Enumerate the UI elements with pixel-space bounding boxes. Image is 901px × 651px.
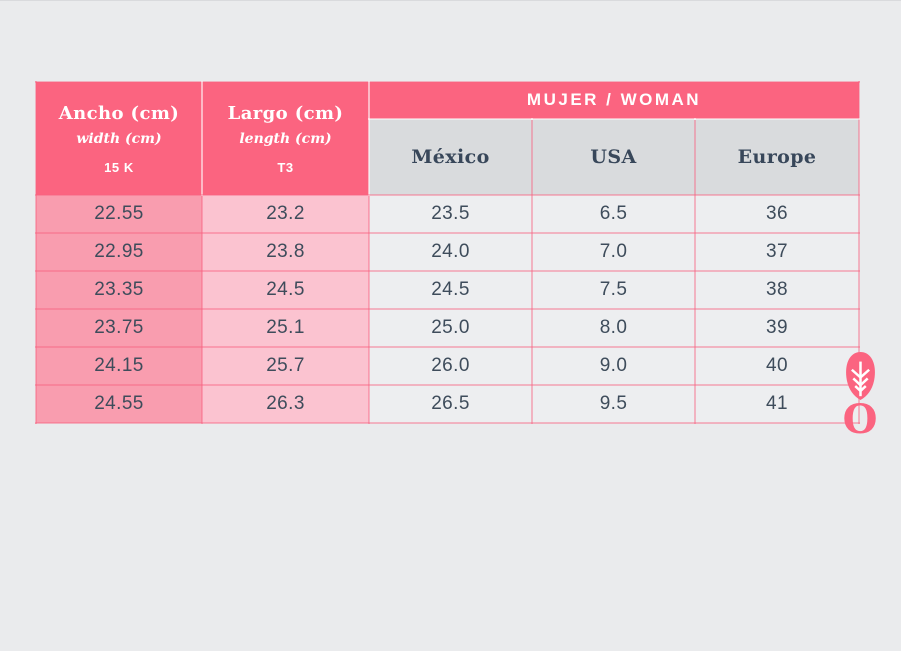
header-ancho: Ancho (cm) width (cm) 15 K: [35, 81, 203, 196]
largo-code: T3: [277, 159, 294, 175]
cell-usa: 6.5: [531, 194, 696, 234]
cell-ancho: 23.35: [35, 270, 203, 310]
size-conversion-table: Ancho (cm) width (cm) 15 K Largo (cm) le…: [35, 81, 861, 424]
size-row: 23.75 25.1 25.0 8.0 39: [35, 308, 861, 348]
size-row: 24.15 25.7 26.0 9.0 40: [35, 346, 861, 386]
cell-usa: 7.0: [531, 232, 696, 272]
cell-largo: 25.7: [201, 346, 370, 386]
cell-ancho: 23.75: [35, 308, 203, 348]
ancho-subtitle: width (cm): [76, 130, 162, 147]
cell-ancho: 22.55: [35, 194, 203, 234]
cell-europe: 40: [693, 346, 861, 386]
cell-mexico: 26.0: [368, 346, 533, 386]
cell-mexico: 25.0: [368, 308, 533, 348]
size-row: 22.55 23.2 23.5 6.5 36: [35, 194, 861, 234]
cell-ancho: 24.15: [35, 346, 203, 386]
cell-mexico: 26.5: [368, 384, 533, 424]
header-group-woman: MUJER / WOMAN: [367, 81, 861, 120]
size-row: 24.55 26.3 26.5 9.5 41: [35, 384, 861, 424]
header-row-regions: México USA Europe: [36, 117, 861, 197]
largo-subtitle: length (cm): [239, 130, 332, 147]
logo-letter-o: O: [842, 396, 878, 443]
cell-usa: 8.0: [531, 308, 696, 348]
header-mexico: México: [368, 117, 533, 197]
header-largo: Largo (cm) length (cm) T3: [201, 81, 370, 196]
size-row: 22.95 23.8 24.0 7.0 37: [35, 232, 861, 272]
size-row: 23.35 24.5 24.5 7.5 38: [35, 270, 861, 310]
cell-largo: 26.3: [201, 384, 370, 424]
header-usa: USA: [531, 117, 696, 197]
cell-europe: 36: [693, 194, 861, 234]
header-europe: Europe: [693, 117, 861, 197]
cell-largo: 23.8: [201, 232, 370, 272]
cell-europe: 37: [693, 232, 861, 272]
cell-mexico: 24.5: [368, 270, 533, 310]
largo-title: Largo (cm): [227, 102, 344, 124]
ancho-title: Ancho (cm): [58, 102, 180, 124]
cell-europe: 38: [693, 270, 861, 310]
cell-mexico: 24.0: [368, 232, 533, 272]
leaf-icon: [844, 351, 877, 401]
cell-largo: 23.2: [201, 194, 370, 234]
cell-usa: 9.0: [531, 346, 696, 386]
cell-ancho: 24.55: [35, 384, 203, 424]
cell-europe: 41: [693, 384, 861, 424]
cell-largo: 24.5: [201, 270, 370, 310]
cell-largo: 25.1: [201, 308, 370, 348]
brand-logo: O: [842, 351, 878, 443]
cell-europe: 39: [693, 308, 861, 348]
ancho-code: 15 K: [104, 159, 134, 175]
cell-mexico: 23.5: [368, 194, 533, 234]
cell-ancho: 22.95: [35, 232, 203, 272]
cell-usa: 9.5: [531, 384, 696, 424]
header-row-group: Ancho (cm) width (cm) 15 K Largo (cm) le…: [35, 81, 861, 196]
cell-usa: 7.5: [531, 270, 696, 310]
